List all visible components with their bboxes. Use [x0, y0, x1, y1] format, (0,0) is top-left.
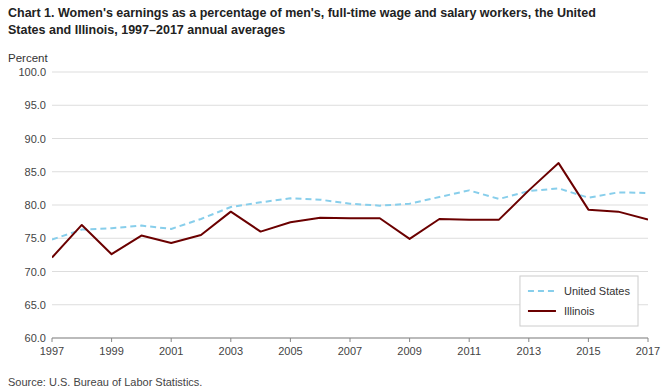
y-tick-label: 90.0 — [25, 133, 46, 145]
y-tick-label: 100.0 — [18, 66, 46, 78]
x-tick — [111, 338, 112, 342]
x-axis: 1997 1999 2001 2003 2005 2007 2009 2011 2013 2015… — [40, 338, 660, 357]
y-axis-label: Percent — [8, 52, 48, 64]
series-line — [52, 188, 648, 239]
legend-label: Illinois — [564, 305, 595, 317]
y-tick-label: 75.0 — [25, 232, 46, 244]
legend-swatch — [528, 310, 556, 312]
grid-line — [52, 271, 648, 272]
x-tick-label: 2005 — [278, 345, 302, 357]
grid-line — [52, 138, 648, 139]
x-tick — [528, 338, 529, 342]
x-tick-label: 2017 — [636, 345, 660, 357]
subtitle: States and Illinois, 1997–2017 annual av… — [8, 23, 285, 37]
legend: United States Illinois — [520, 276, 638, 326]
x-tick-label: 1999 — [99, 345, 123, 357]
x-tick-label: 2003 — [219, 345, 243, 357]
y-tick-label: 95.0 — [25, 99, 46, 111]
x-tick-label: 1997 — [40, 345, 64, 357]
legend-box — [520, 276, 638, 326]
x-tick-label: 2015 — [576, 345, 600, 357]
grid-line — [52, 238, 648, 239]
legend-swatch — [528, 290, 556, 292]
x-tick — [290, 338, 291, 342]
x-tick — [409, 338, 410, 342]
grid-line — [52, 171, 648, 172]
y-tick-label: 60.0 — [25, 332, 46, 344]
x-tick-label: 2007 — [338, 345, 362, 357]
x-tick-label: 2013 — [517, 345, 541, 357]
x-tick — [469, 338, 470, 342]
x-tick — [648, 338, 649, 342]
title: Chart 1. Women's earnings as a percentag… — [8, 6, 596, 20]
x-tick-label: 2011 — [457, 345, 481, 357]
y-axis: 60.0 65.0 70.0 75.0 80.0 85.0 90.0 95.0 100.0 — [18, 66, 648, 344]
x-tick-label: 2009 — [397, 345, 421, 357]
x-tick — [350, 338, 351, 342]
x-tick — [171, 338, 172, 342]
x-tick — [230, 338, 231, 342]
x-tick — [588, 338, 589, 342]
series-line — [52, 163, 648, 257]
grid-line — [52, 105, 648, 106]
y-tick-label: 85.0 — [25, 166, 46, 178]
x-tick — [52, 338, 53, 342]
y-tick-label: 80.0 — [25, 199, 46, 211]
annotation: Source: U.S. Bureau of Labor Statistics. — [8, 376, 202, 388]
lines — [52, 163, 648, 257]
y-tick-label: 65.0 — [25, 299, 46, 311]
y-tick-label: 70.0 — [25, 266, 46, 278]
x-tick-label: 2001 — [159, 345, 183, 357]
legend-label: United States — [564, 285, 631, 297]
grid-line — [52, 72, 648, 73]
chart: Chart 1. Women's earnings as a percentag… — [0, 0, 664, 392]
